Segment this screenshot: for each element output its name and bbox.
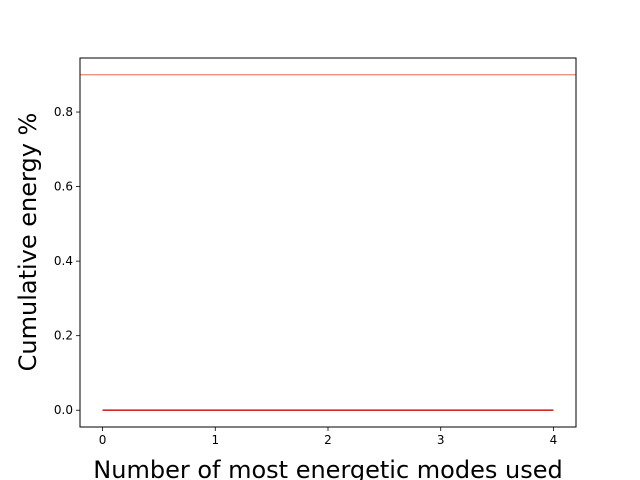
x-tick-label: 0 (99, 433, 107, 447)
x-axis-label: Number of most energetic modes used (93, 456, 562, 480)
y-tick-label: 0.8 (54, 105, 73, 119)
x-tick-label: 2 (324, 433, 332, 447)
x-tick-label: 3 (437, 433, 445, 447)
x-tick-label: 4 (550, 433, 558, 447)
axis-ticks: 0 1 2 3 4 0.0 0.2 0.4 0.6 0.8 (54, 105, 557, 447)
x-tick-label: 1 (211, 433, 219, 447)
y-tick-label: 0.4 (54, 254, 73, 268)
y-tick-label: 0.0 (54, 403, 73, 417)
plot-content (80, 74, 576, 412)
y-tick-label: 0.6 (54, 180, 73, 194)
y-tick-label: 0.2 (54, 329, 73, 343)
plot-frame (79, 57, 577, 428)
y-axis-label: Cumulative energy % (14, 113, 42, 372)
